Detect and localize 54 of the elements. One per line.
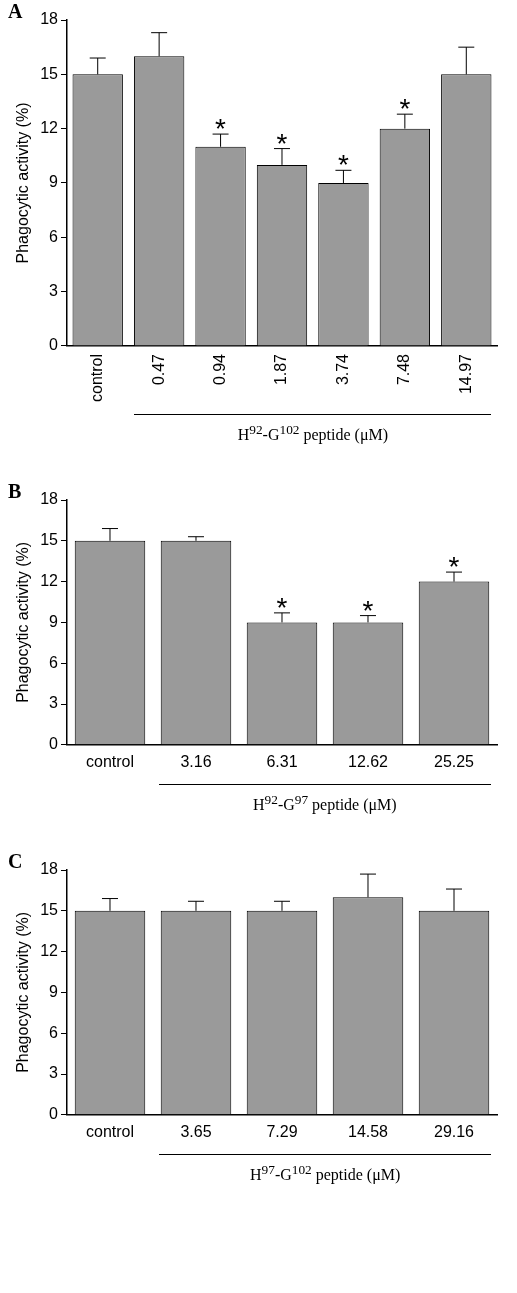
y-tick-label: 6	[49, 653, 59, 671]
x-tick-label: 12.62	[347, 752, 389, 770]
y-tick-label: 12	[40, 942, 59, 960]
x-tick-label: 25.25	[433, 752, 475, 770]
x-tick-label: 3.16	[180, 752, 212, 770]
x-tick-label: 14.58	[347, 1122, 389, 1140]
y-tick-label: 12	[40, 572, 59, 590]
x-axis-title: H$^{92}$-G$^{102}$ peptide (μM)	[237, 422, 389, 445]
annotation: *	[276, 591, 288, 623]
y-axis-title: Phagocytic activity (%)	[14, 541, 32, 703]
annotation: *	[399, 93, 411, 125]
x-tick-label: 7.48	[395, 353, 413, 386]
y-tick-label: 9	[49, 173, 59, 191]
y-tick-label: 0	[49, 1105, 59, 1123]
annotation: *	[215, 113, 227, 145]
y-tick-label: 6	[49, 227, 59, 245]
annotation: *	[276, 127, 288, 159]
y-axis-title: Phagocytic activity (%)	[14, 102, 32, 264]
y-tick-label: 15	[40, 901, 59, 919]
annotation: *	[448, 551, 460, 583]
y-tick-label: 15	[40, 531, 59, 549]
x-tick-label: control	[85, 1122, 135, 1140]
annotation: *	[337, 149, 349, 181]
y-tick-label: 18	[40, 490, 59, 508]
y-tick-label: 18	[40, 860, 59, 878]
x-tick-label: 7.29	[266, 1122, 298, 1140]
x-axis-title: H$^{97}$-G$^{102}$ peptide (μM)	[249, 1162, 401, 1185]
y-tick-label: 3	[49, 694, 59, 712]
y-tick-label: 12	[40, 119, 59, 137]
x-tick-label: control	[85, 752, 135, 770]
y-tick-label: 0	[49, 336, 59, 354]
y-tick-label: 18	[40, 10, 59, 28]
x-tick-label: 29.16	[433, 1122, 475, 1140]
y-tick-label: 6	[49, 1023, 59, 1041]
x-tick-label: 0.47	[149, 353, 167, 386]
chart-title: C	[8, 850, 23, 873]
y-tick-label: 15	[40, 64, 59, 82]
chart-title: A	[8, 0, 23, 23]
chart-title: B	[8, 480, 22, 503]
x-tick-label: 14.97	[456, 353, 474, 395]
y-tick-label: 9	[49, 982, 59, 1000]
x-tick-label: 1.87	[272, 353, 290, 386]
x-tick-label: 3.74	[333, 353, 351, 386]
y-tick-label: 3	[49, 1064, 59, 1082]
y-axis-title: Phagocytic activity (%)	[14, 911, 32, 1073]
y-tick-label: 3	[49, 282, 59, 300]
x-axis-title: H$^{92}$-G$^{97}$ peptide (μM)	[252, 792, 397, 815]
y-tick-label: 9	[49, 612, 59, 630]
y-tick-label: 0	[49, 735, 59, 753]
x-tick-label: 3.65	[180, 1122, 212, 1140]
x-tick-label: 6.31	[266, 752, 298, 770]
x-tick-label: control	[88, 353, 106, 403]
x-tick-label: 0.94	[210, 353, 228, 386]
annotation: *	[362, 594, 374, 626]
